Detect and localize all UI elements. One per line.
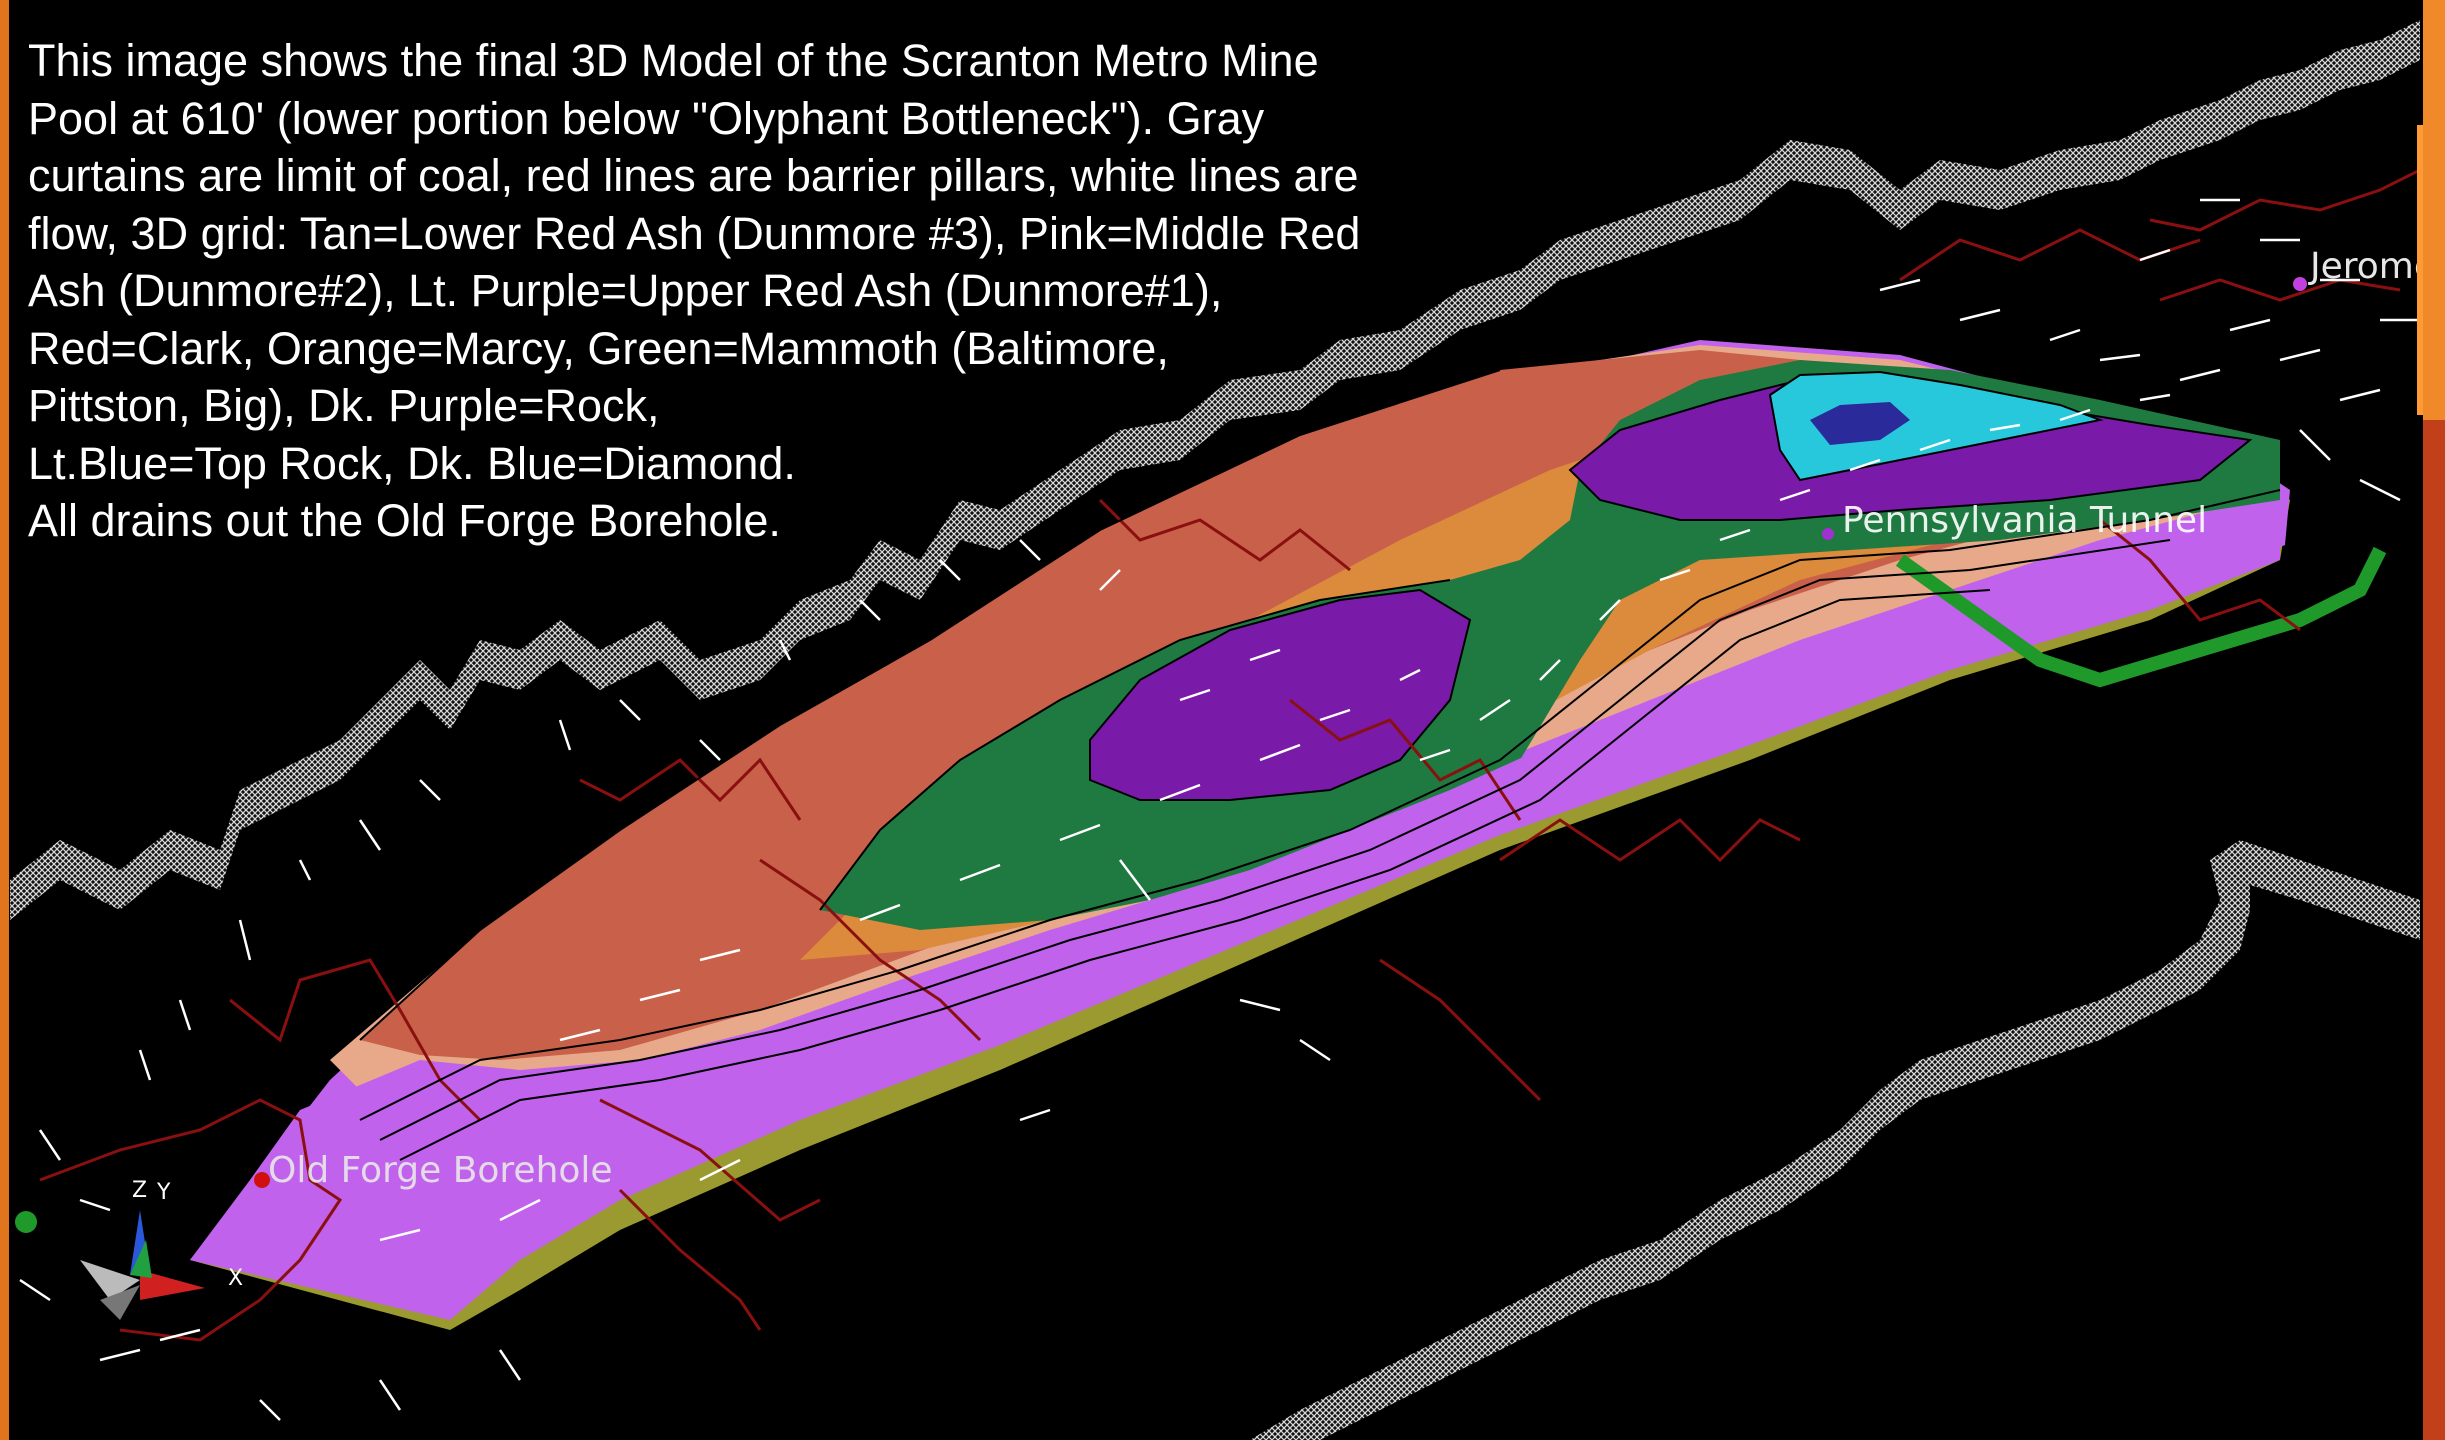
old-forge-borehole-marker bbox=[254, 1172, 270, 1188]
frame-right-orange-bar bbox=[2423, 0, 2445, 420]
layer-upper-red-ash-lower bbox=[190, 540, 2280, 1320]
green-marker bbox=[15, 1211, 37, 1233]
axis-z-label: Z bbox=[132, 1178, 148, 1203]
frame-left-bar bbox=[0, 0, 9, 1440]
layer-rock-central bbox=[1089, 588, 1472, 801]
jerome-label: Jerome bbox=[2310, 246, 2437, 287]
description-caption: This image shows the final 3D Model of t… bbox=[28, 32, 1468, 550]
caption-line: Lt.Blue=Top Rock, Dk. Blue=Diamond. bbox=[28, 437, 796, 489]
axis-y-label: Y bbox=[157, 1180, 171, 1205]
frame-right-red-bar bbox=[2423, 420, 2445, 1440]
pennsylvania-tunnel-pipe bbox=[1895, 546, 2387, 688]
caption-line: Pittston, Big), Dk. Purple=Rock, bbox=[28, 380, 660, 431]
frame-right-accent bbox=[2417, 125, 2423, 415]
jerome-marker bbox=[2293, 277, 2307, 291]
layer-top-rock bbox=[1768, 370, 2104, 482]
axis-triad bbox=[80, 1210, 205, 1320]
caption-line: flow, 3D grid: Tan=Lower Red Ash (Dunmor… bbox=[28, 207, 1361, 259]
caption-line: All drains out the Old Forge Borehole. bbox=[28, 495, 781, 546]
caption-line: Red=Clark, Orange=Marcy, Green=Mammoth (… bbox=[28, 322, 1169, 374]
caption-line: Ash (Dunmore#2), Lt. Purple=Upper Red As… bbox=[28, 265, 1223, 316]
caption-line: Pool at 610' (lower portion below "Olyph… bbox=[28, 92, 1265, 144]
axis-x-label: X bbox=[228, 1266, 244, 1291]
layer-diamond bbox=[1810, 402, 1910, 445]
pennsylvania-tunnel-marker bbox=[1822, 528, 1834, 540]
caption-line: curtains are limit of coal, red lines ar… bbox=[28, 150, 1359, 201]
barrier-pillars bbox=[39, 168, 2421, 1342]
caption-line: This image shows the final 3D Model of t… bbox=[28, 35, 1319, 86]
contour-lines bbox=[359, 369, 2281, 1161]
flow-lines bbox=[19, 198, 2420, 1421]
pennsylvania-tunnel-label: Pennsylvania Tunnel bbox=[1842, 500, 2208, 541]
coal-limit-curtain-lower bbox=[1250, 840, 2420, 1440]
old-forge-borehole-label: Old Forge Borehole bbox=[268, 1150, 613, 1191]
